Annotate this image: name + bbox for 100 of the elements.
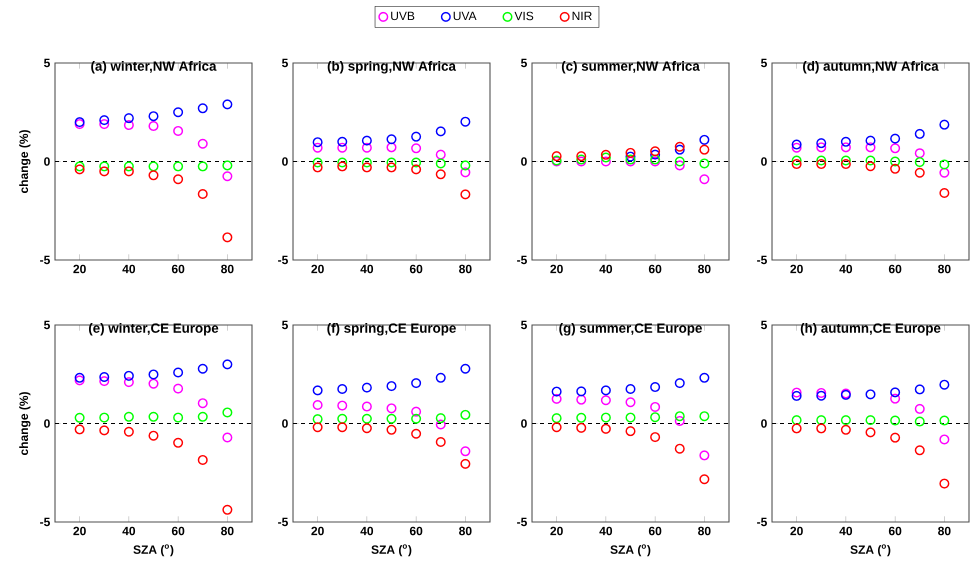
point (436, 437, 446, 448)
point (436, 169, 446, 180)
x-tick-label: 80 (459, 526, 472, 536)
y-tick-label: -5 (517, 518, 527, 526)
point (674, 378, 685, 388)
y-tick-label: -5 (40, 256, 50, 264)
point (337, 157, 348, 168)
point (124, 120, 134, 130)
chart-title: (f) spring,CE Europe (327, 323, 456, 336)
x-tick-label: 60 (172, 264, 184, 274)
point (626, 148, 636, 158)
point (792, 423, 802, 434)
y-tick-label: -5 (40, 518, 50, 526)
x-tick-label: 80 (698, 526, 711, 536)
point (460, 116, 470, 127)
point (816, 156, 826, 166)
y-tick-label: -5 (278, 518, 288, 526)
x-axis-title: SZA ($^{o}$) (610, 544, 650, 556)
point (792, 388, 802, 398)
x-tick-label: 20 (550, 264, 563, 274)
point (939, 434, 950, 444)
point (792, 156, 802, 166)
point (914, 445, 925, 456)
point (222, 160, 232, 170)
point (600, 156, 611, 166)
legend-label: UVB (391, 12, 414, 20)
point (840, 415, 851, 426)
y-tick-label: 0 (44, 157, 50, 166)
point (411, 428, 422, 439)
point (173, 107, 184, 118)
point (816, 390, 826, 401)
point (674, 411, 685, 422)
x-tick-label: 40 (839, 526, 852, 536)
point (386, 157, 396, 168)
point (148, 430, 158, 441)
y-tick-label: 5 (282, 58, 288, 68)
point (337, 161, 348, 172)
point (699, 411, 710, 422)
y-tick-label: 5 (521, 58, 527, 68)
x-tick-label: 60 (410, 264, 422, 274)
point (460, 446, 470, 456)
point (576, 151, 586, 162)
point (386, 414, 396, 424)
point (890, 416, 900, 426)
x-tick-label: 40 (360, 526, 374, 536)
point (386, 381, 396, 392)
y-tick-label: 5 (761, 320, 767, 330)
x-tick-label: 40 (122, 526, 136, 536)
point (650, 402, 660, 412)
point (626, 384, 636, 394)
point (890, 394, 900, 404)
point (411, 414, 422, 424)
point (74, 375, 85, 386)
chart-title: (d) autumn,NW Africa (803, 61, 939, 74)
chart-title: (h) autumn,CE Europe (800, 323, 940, 336)
point (312, 142, 323, 153)
point (674, 142, 685, 152)
point (460, 458, 470, 469)
point (650, 146, 660, 156)
point (576, 412, 586, 423)
point (386, 424, 396, 435)
point (74, 424, 85, 434)
point (650, 412, 660, 422)
point (173, 126, 184, 136)
point (816, 142, 826, 152)
x-tick-label: 80 (938, 526, 951, 536)
y-tick-label: -5 (278, 256, 288, 264)
point (411, 132, 422, 142)
point (74, 372, 85, 383)
point (222, 432, 232, 442)
point (650, 432, 660, 442)
point (198, 412, 208, 422)
point (600, 150, 611, 160)
point (792, 142, 802, 153)
point (626, 412, 636, 423)
point (411, 157, 422, 168)
point (650, 150, 660, 160)
point (939, 159, 950, 170)
point (600, 385, 611, 396)
chart-title: (e) winter,CE Europe (88, 323, 218, 336)
point (124, 412, 134, 422)
point (148, 111, 158, 122)
point (312, 414, 323, 424)
point (312, 162, 323, 172)
point (840, 142, 851, 152)
x-tick-label: 80 (698, 264, 711, 274)
point (173, 367, 184, 378)
point (792, 140, 802, 150)
point (699, 134, 710, 145)
point (362, 414, 372, 424)
point (792, 415, 802, 426)
x-tick-label: 40 (599, 264, 612, 274)
point (148, 170, 158, 180)
point (312, 400, 323, 410)
point (99, 166, 110, 176)
x-tick-label: 80 (938, 264, 951, 274)
point (699, 372, 710, 383)
point (198, 364, 208, 374)
point (222, 504, 232, 515)
point (460, 167, 470, 178)
